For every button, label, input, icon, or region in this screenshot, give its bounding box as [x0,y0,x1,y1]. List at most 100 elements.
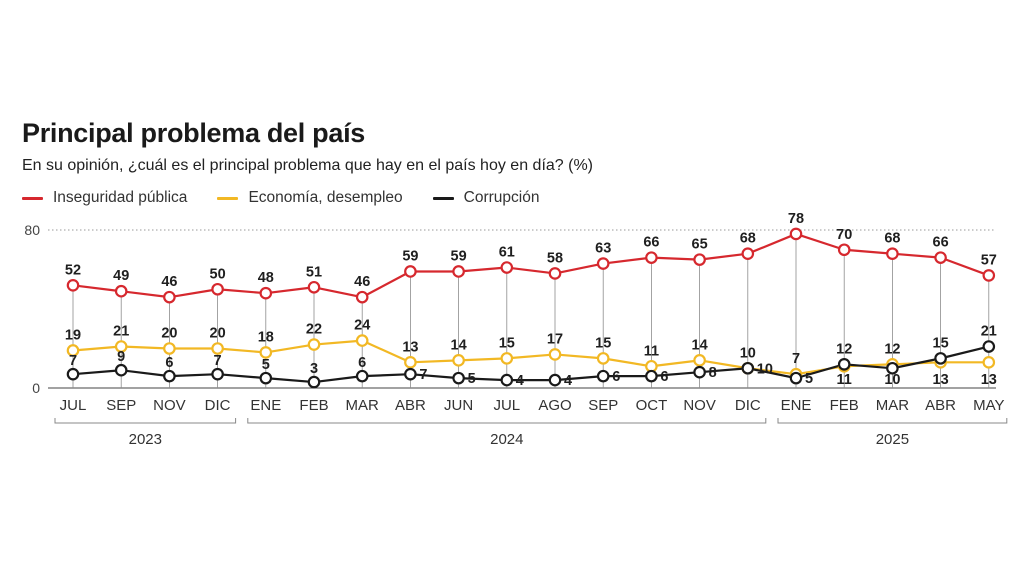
data-label: 13 [402,339,418,355]
chart-subtitle: En su opinión, ¿cuál es el principal pro… [22,157,594,174]
x-tick-label: MAR [876,397,910,414]
data-point [886,247,899,260]
data-label: 58 [547,250,563,266]
data-point [693,365,706,379]
data-point [789,371,803,385]
data-label: 20 [210,326,226,342]
legend-label-inseguridad: Inseguridad pública [53,189,188,206]
data-label: 3 [310,361,318,377]
chart-legend: Inseguridad pública Economía, desempleo … [22,189,569,207]
x-tick-label: MAR [346,397,380,414]
data-point [500,352,514,365]
data-label: 52 [65,262,81,278]
data-label: 46 [354,274,370,290]
data-label: 6 [358,355,366,371]
data-label: 49 [113,268,129,284]
data-point [307,338,321,351]
y-tick-label: 0 [32,380,40,396]
data-point [452,265,465,278]
data-point [837,243,851,257]
data-label: 10 [740,345,756,361]
x-tick-label: DIC [735,397,761,414]
data-label: 7 [792,351,800,367]
data-label: 66 [643,235,659,251]
data-label: 17 [547,331,563,347]
y-tick-label: 80 [24,222,40,238]
x-tick-label: ABR [925,397,956,414]
x-tick-label: FEB [299,397,328,414]
data-label: 65 [692,237,708,253]
data-label: 21 [113,324,129,340]
legend-item-economia: Economía, desempleo [217,189,403,207]
legend-label-corrupcion: Corrupción [463,189,540,206]
data-point [645,369,658,383]
data-label: 21 [981,324,997,340]
series-line [72,345,990,384]
data-point [211,282,224,296]
x-tick-label: ENE [250,397,281,414]
data-label: 50 [210,266,226,282]
data-label: 6 [165,355,173,371]
data-point [66,344,80,357]
data-label: 14 [692,337,708,353]
data-point [355,290,369,304]
year-label: 2025 [876,431,909,448]
data-label: 7 [69,353,77,369]
x-tick-label: JUL [60,397,87,414]
year-label: 2023 [129,431,162,448]
data-label: 48 [258,270,274,286]
data-point [259,286,273,300]
data-point [693,354,706,367]
data-point [548,348,562,361]
data-point [596,257,610,270]
data-point [548,373,562,387]
data-label: 5 [468,371,476,387]
data-label: 66 [933,235,949,251]
data-label: 5 [262,357,270,373]
year-bracket [54,418,237,424]
data-point [596,352,610,365]
data-point [114,340,128,353]
data-point [114,363,128,377]
data-label: 78 [788,211,804,227]
data-point [404,265,417,278]
data-label: 8 [709,365,717,381]
data-label: 19 [65,327,81,343]
data-point [66,367,80,381]
data-point [693,253,706,266]
data-label: 46 [161,274,177,290]
x-tick-label: NOV [683,397,716,414]
data-point [404,356,417,369]
data-label: 7 [419,367,427,383]
x-tick-label: ENE [781,397,812,414]
x-tick-label: SEP [588,397,618,414]
data-label: 70 [836,227,852,243]
data-point [982,356,996,369]
data-point [596,369,610,383]
data-point [211,367,224,381]
data-label: 15 [499,335,515,351]
data-point [500,373,514,387]
data-point [404,367,417,381]
data-point [163,342,176,355]
data-label: 22 [306,322,322,338]
data-point [982,340,996,353]
x-tick-label: AGO [538,397,571,414]
data-label: 18 [258,329,274,345]
data-label: 68 [884,231,900,247]
legend-swatch-inseguridad [22,196,43,200]
legend-label-economia: Economía, desempleo [248,189,403,206]
data-label: 59 [451,248,467,264]
data-label: 5 [805,371,813,387]
legend-swatch-corrupcion [432,196,454,200]
data-point [500,261,514,274]
data-label: 51 [306,264,322,280]
year-bracket [247,418,767,424]
data-point [307,280,321,294]
data-point [355,369,369,383]
x-tick-label: JUL [493,397,520,414]
data-point [741,361,755,375]
data-point [211,342,224,355]
data-label: 6 [660,369,668,385]
x-tick-label: OCT [636,397,668,414]
